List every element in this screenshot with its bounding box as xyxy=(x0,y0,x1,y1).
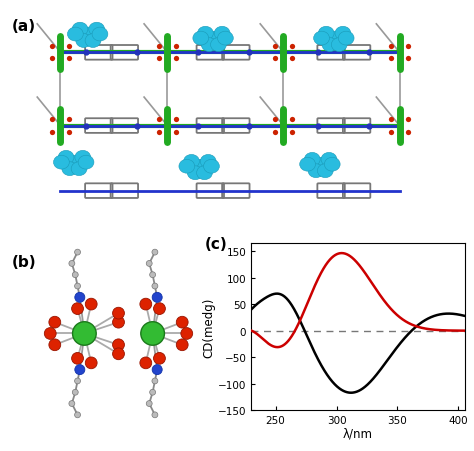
Circle shape xyxy=(193,32,209,46)
Circle shape xyxy=(140,357,152,369)
Text: (b): (b) xyxy=(11,255,36,270)
Circle shape xyxy=(197,166,212,180)
X-axis label: λ/nm: λ/nm xyxy=(343,427,373,440)
Circle shape xyxy=(45,328,56,340)
Circle shape xyxy=(322,39,338,52)
Text: (c): (c) xyxy=(204,237,227,252)
Circle shape xyxy=(214,27,230,41)
Circle shape xyxy=(113,308,124,319)
Circle shape xyxy=(179,160,195,174)
Circle shape xyxy=(338,32,354,46)
Circle shape xyxy=(81,28,96,42)
Circle shape xyxy=(67,28,83,42)
Circle shape xyxy=(313,158,328,172)
Circle shape xyxy=(152,378,158,384)
Circle shape xyxy=(76,35,91,48)
Circle shape xyxy=(74,284,81,290)
Circle shape xyxy=(72,303,83,315)
Circle shape xyxy=(69,400,75,407)
Circle shape xyxy=(331,39,347,52)
Circle shape xyxy=(300,158,316,172)
Circle shape xyxy=(140,299,152,310)
Circle shape xyxy=(183,155,200,169)
Circle shape xyxy=(206,32,222,46)
Circle shape xyxy=(327,32,342,46)
Circle shape xyxy=(92,28,108,42)
Circle shape xyxy=(152,412,158,418)
Circle shape xyxy=(146,400,152,407)
Circle shape xyxy=(85,357,97,369)
Circle shape xyxy=(181,328,192,340)
Circle shape xyxy=(75,293,85,303)
Circle shape xyxy=(335,27,351,41)
Circle shape xyxy=(141,322,164,345)
Circle shape xyxy=(187,166,203,180)
Circle shape xyxy=(71,162,87,176)
Circle shape xyxy=(324,158,340,172)
Circle shape xyxy=(154,353,165,364)
Circle shape xyxy=(314,32,329,46)
Circle shape xyxy=(62,162,78,176)
Circle shape xyxy=(201,155,216,169)
Circle shape xyxy=(152,250,158,255)
Circle shape xyxy=(318,27,334,41)
Circle shape xyxy=(78,156,94,170)
Circle shape xyxy=(176,317,188,328)
Circle shape xyxy=(85,299,97,310)
Circle shape xyxy=(75,365,85,375)
Circle shape xyxy=(154,303,165,315)
Circle shape xyxy=(73,272,78,278)
Circle shape xyxy=(49,317,61,328)
Circle shape xyxy=(66,156,82,170)
Circle shape xyxy=(74,412,81,418)
Circle shape xyxy=(304,153,320,167)
Circle shape xyxy=(89,23,105,37)
Circle shape xyxy=(113,348,124,360)
Circle shape xyxy=(150,389,155,395)
Circle shape xyxy=(198,27,213,41)
Circle shape xyxy=(146,261,152,267)
Circle shape xyxy=(318,165,333,178)
Circle shape xyxy=(152,284,158,290)
Circle shape xyxy=(69,261,75,267)
Circle shape xyxy=(49,339,61,351)
Circle shape xyxy=(72,23,88,37)
Circle shape xyxy=(113,339,124,351)
Circle shape xyxy=(85,35,101,48)
Circle shape xyxy=(308,165,324,178)
Circle shape xyxy=(192,160,208,174)
Circle shape xyxy=(321,153,337,167)
Y-axis label: CD(medg): CD(medg) xyxy=(202,297,215,357)
Circle shape xyxy=(176,339,188,351)
Text: (a): (a) xyxy=(12,18,36,34)
Circle shape xyxy=(203,160,219,174)
Circle shape xyxy=(54,156,69,170)
Circle shape xyxy=(152,293,162,303)
Circle shape xyxy=(218,32,233,46)
Circle shape xyxy=(58,151,74,165)
Circle shape xyxy=(72,353,83,364)
Circle shape xyxy=(74,378,81,384)
Circle shape xyxy=(150,272,155,278)
Circle shape xyxy=(75,151,91,165)
Circle shape xyxy=(201,39,217,52)
Circle shape xyxy=(113,317,124,328)
Circle shape xyxy=(74,250,81,255)
Circle shape xyxy=(73,322,96,345)
Circle shape xyxy=(210,39,226,52)
Circle shape xyxy=(73,389,78,395)
Circle shape xyxy=(152,365,162,375)
